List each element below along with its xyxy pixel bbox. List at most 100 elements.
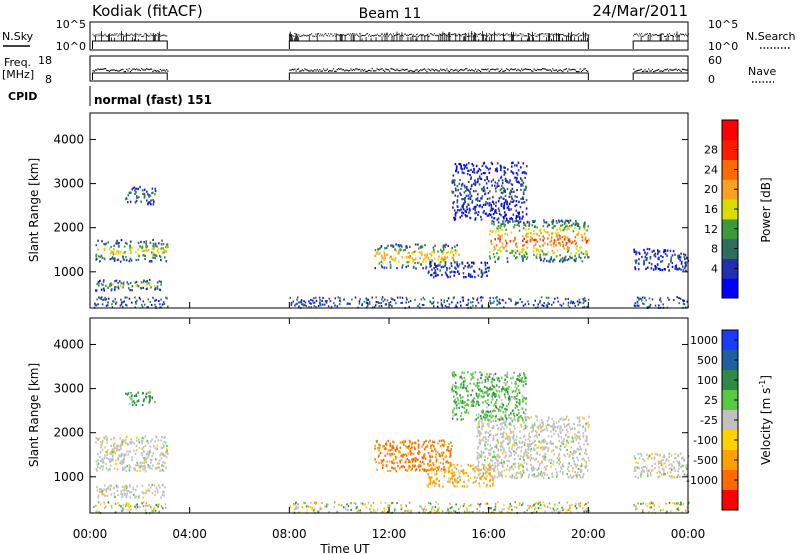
power-cell xyxy=(336,305,339,308)
power-cell xyxy=(470,185,473,188)
nsearch-dot xyxy=(104,33,106,35)
nave-dot xyxy=(450,69,452,71)
velocity-cell xyxy=(509,450,512,453)
power-cell xyxy=(544,230,546,233)
power-cell xyxy=(506,233,509,236)
velocity-cell xyxy=(149,395,151,398)
power-cell xyxy=(104,296,106,299)
velocity-cell xyxy=(433,440,436,444)
velocity-cell xyxy=(435,458,438,461)
power-cell xyxy=(359,298,361,301)
velocity-cell xyxy=(562,439,565,443)
nave-dot xyxy=(433,70,436,72)
velocity-cell xyxy=(97,438,99,441)
power-cell xyxy=(437,301,439,304)
velocity-cell xyxy=(162,464,165,468)
velocity-cell xyxy=(100,465,103,468)
nsearch-dot xyxy=(366,33,368,35)
power-cell xyxy=(130,250,133,253)
power-cell xyxy=(512,172,515,175)
velocity-cell xyxy=(96,489,99,492)
nave-dot xyxy=(661,70,664,72)
power-cell xyxy=(134,201,137,204)
power-cell xyxy=(552,221,554,224)
power-cell xyxy=(518,224,521,228)
nave-dot xyxy=(464,68,467,70)
power-cell xyxy=(637,262,640,265)
velocity-cell xyxy=(535,457,538,460)
nsearch-dot xyxy=(551,33,553,35)
power-cell xyxy=(481,306,483,309)
power-cell xyxy=(548,224,550,227)
nave-dot xyxy=(405,69,407,71)
power-cell xyxy=(572,300,574,303)
power-cell xyxy=(147,249,150,252)
nsearch-dot xyxy=(529,33,531,35)
velocity-cell xyxy=(123,453,126,456)
power-cell xyxy=(539,256,542,259)
nave-dot xyxy=(519,70,522,72)
nsearch-dot xyxy=(539,34,541,36)
velocity-cell xyxy=(527,438,530,441)
nsearch-dot xyxy=(304,35,306,37)
nsearch-dot xyxy=(467,35,469,37)
power-cell xyxy=(635,261,637,265)
power-cell xyxy=(113,257,115,261)
power-cell xyxy=(107,286,109,289)
nave-dot xyxy=(430,70,432,72)
power-cell xyxy=(145,246,148,250)
velocity-cell xyxy=(484,476,486,479)
power-cell xyxy=(552,219,555,222)
power-cell xyxy=(515,301,517,304)
power-cell xyxy=(142,286,145,289)
power-cell xyxy=(510,208,512,211)
nsearch-dot xyxy=(557,34,559,36)
power-cell xyxy=(161,251,164,254)
power-cell xyxy=(481,164,484,168)
power-cell xyxy=(458,253,460,256)
nave-dot xyxy=(531,70,533,72)
power-cell xyxy=(107,241,110,244)
velocity-cell xyxy=(487,420,490,423)
power-cell xyxy=(499,250,502,253)
velocity-cell xyxy=(129,491,131,494)
velocity-cell xyxy=(473,470,476,473)
power-cell xyxy=(511,197,513,200)
velocity-cell xyxy=(121,492,123,495)
range-tick-label: 2000 xyxy=(53,221,84,235)
velocity-cell xyxy=(404,440,407,443)
power-cell xyxy=(682,253,685,256)
power-cell xyxy=(112,283,115,286)
power-cell xyxy=(300,299,303,302)
power-cell xyxy=(661,260,664,263)
nsearch-dot xyxy=(357,34,359,36)
velocity-cell xyxy=(477,464,480,467)
nsearch-dot xyxy=(115,34,117,36)
power-cell xyxy=(473,168,476,172)
power-cell xyxy=(480,269,483,272)
velocity-cell xyxy=(534,439,537,442)
power-cell xyxy=(490,302,492,305)
velocity-cell xyxy=(134,469,137,472)
velocity-cell xyxy=(143,456,145,460)
velocity-cell xyxy=(469,476,472,480)
velocity-cell xyxy=(472,468,475,471)
velocity-cell xyxy=(511,390,514,394)
nave-dot xyxy=(499,70,502,72)
power-cell xyxy=(160,258,162,262)
power-cell xyxy=(134,296,136,299)
velocity-cell xyxy=(533,467,536,470)
velocity-cell xyxy=(512,431,515,434)
nsearch-dot xyxy=(516,35,518,37)
power-cell xyxy=(382,300,385,303)
velocity-cell xyxy=(417,458,419,461)
power-cell xyxy=(677,268,679,271)
power-cell xyxy=(502,205,505,208)
power-cell xyxy=(472,301,474,304)
velocity-cell xyxy=(399,461,402,464)
power-cell xyxy=(527,300,529,303)
power-cell xyxy=(583,305,586,308)
power-cell xyxy=(493,245,496,248)
velocity-cell xyxy=(144,466,147,469)
velocity-cell xyxy=(417,446,420,449)
